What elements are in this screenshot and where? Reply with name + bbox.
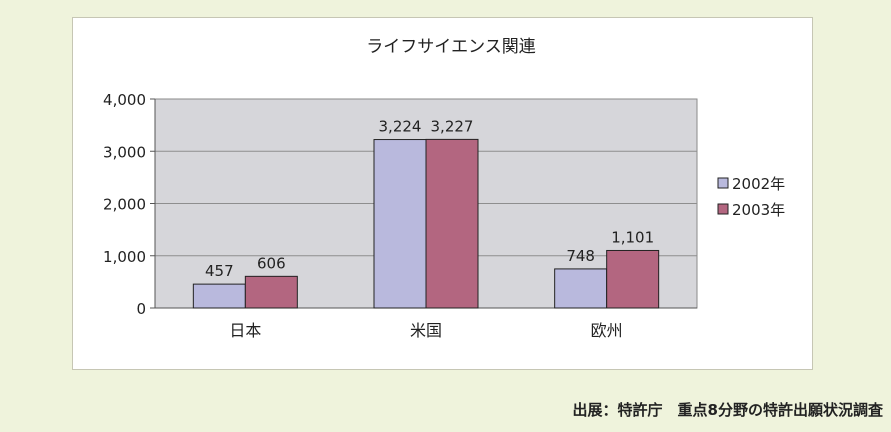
data-label: 748 bbox=[566, 247, 595, 265]
legend-label: 2002年 bbox=[732, 175, 785, 193]
x-tick-label: 欧州 bbox=[591, 321, 623, 340]
x-tick-label: 日本 bbox=[229, 321, 261, 340]
chart-title: ライフサイエンス関連 bbox=[366, 37, 536, 57]
source-note: 出展：特許庁 重点8分野の特許出願状況調査 bbox=[572, 401, 883, 419]
x-tick-label: 米国 bbox=[410, 321, 442, 340]
legend-label: 2003年 bbox=[732, 201, 785, 219]
y-tick-label: 3,000 bbox=[103, 143, 146, 161]
y-tick-label: 1,000 bbox=[103, 248, 146, 266]
y-tick-label: 4,000 bbox=[103, 91, 146, 109]
data-label: 3,227 bbox=[431, 117, 474, 135]
bar bbox=[192, 283, 246, 309]
y-tick-label: 0 bbox=[136, 300, 146, 318]
bar bbox=[554, 268, 608, 309]
bar bbox=[373, 139, 427, 309]
bar bbox=[425, 138, 479, 309]
bar bbox=[606, 249, 660, 309]
data-label: 606 bbox=[257, 254, 286, 272]
legend-swatch bbox=[717, 177, 729, 189]
data-label: 457 bbox=[205, 262, 234, 280]
y-tick-label: 2,000 bbox=[103, 196, 146, 214]
legend-swatch bbox=[717, 203, 729, 215]
bar bbox=[244, 275, 298, 309]
data-label: 1,101 bbox=[611, 228, 654, 246]
chart-frame: ライフサイエンス関連 0 1,000 2,000 3,000 4,000 457 606 日本 3… bbox=[72, 17, 813, 370]
data-label: 3,224 bbox=[379, 118, 422, 136]
bar-chart: ライフサイエンス関連 0 1,000 2,000 3,000 4,000 457 606 日本 3… bbox=[103, 37, 785, 340]
